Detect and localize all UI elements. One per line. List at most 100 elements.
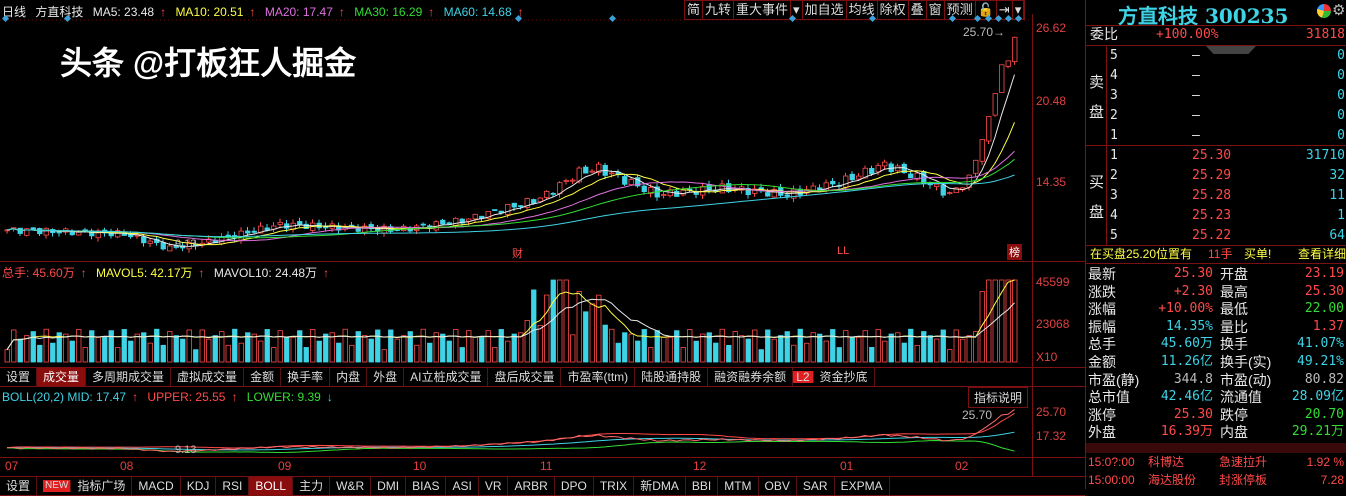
mavol10-line xyxy=(6,298,1015,350)
view-detail-link[interactable]: 查看详细 xyxy=(1298,247,1346,261)
collapse-chevron-icon[interactable] xyxy=(1206,46,1256,54)
event-mark-list[interactable]: 榜 xyxy=(1007,244,1022,260)
candle xyxy=(147,240,153,244)
indicator-tab[interactable]: VR xyxy=(479,477,509,495)
event-diamond-icon[interactable] xyxy=(948,14,957,23)
indicator-tab[interactable]: OBV xyxy=(759,477,797,495)
ma20-line xyxy=(6,150,1015,242)
indicator-explain-button[interactable]: 指标说明 xyxy=(968,387,1029,408)
volume-chart[interactable] xyxy=(0,262,1035,366)
volume-tab[interactable]: 虚拟成交量 xyxy=(171,368,245,386)
volume-tab[interactable]: 盘后成交量 xyxy=(488,368,562,386)
indicator-tab[interactable]: W&R xyxy=(330,477,372,495)
indicator-tab[interactable]: DPO xyxy=(555,477,594,495)
candle xyxy=(576,167,582,183)
ma20-value: MA20: 17.47 xyxy=(264,5,333,19)
event-mark[interactable]: LL xyxy=(837,245,850,257)
toolbar-button[interactable]: 除权 xyxy=(878,1,909,19)
volume: 64 xyxy=(1329,228,1345,243)
boll-chart[interactable] xyxy=(0,405,1035,457)
event-diamond-icon[interactable] xyxy=(1014,14,1023,23)
indicator-tab[interactable]: BOLL xyxy=(249,477,294,495)
indicator-tab[interactable]: MTM xyxy=(718,477,759,495)
toolbar-button[interactable]: 重大事件 xyxy=(734,1,792,19)
event-diamond-icon[interactable] xyxy=(63,14,72,23)
toolbar-button[interactable]: 预测 xyxy=(945,1,976,19)
indicator-tab[interactable]: DMI xyxy=(371,477,407,495)
pie-chart-icon[interactable] xyxy=(1317,4,1331,18)
indicator-tab[interactable]: NEW xyxy=(43,480,72,492)
alert-item[interactable]: 科博达 xyxy=(1148,455,1185,469)
alert-item[interactable]: 封涨停板 xyxy=(1219,473,1268,487)
toolbar-button[interactable]: 简 xyxy=(685,1,704,19)
indicator-tab[interactable]: 设置 xyxy=(0,477,38,495)
event-diamond-icon[interactable] xyxy=(788,14,797,23)
volume-tab[interactable]: 金额 xyxy=(244,368,282,386)
volume-tab[interactable]: 外盘 xyxy=(367,368,405,386)
candlestick-chart[interactable] xyxy=(0,14,1085,264)
toolbar-button[interactable]: 叠 xyxy=(909,1,927,19)
event-diamond-icon[interactable] xyxy=(984,14,993,23)
volume-tab[interactable]: 市盈率(ttm) xyxy=(561,368,636,386)
indicator-tab[interactable]: SAR xyxy=(797,477,835,495)
stat-label: 市盈(静) xyxy=(1088,371,1140,388)
volume-tab[interactable]: 内盘 xyxy=(330,368,368,386)
month-label: 01 xyxy=(840,459,854,473)
event-mark-finance[interactable]: 财 xyxy=(512,248,523,260)
volume-bar xyxy=(219,331,225,363)
toolbar-button[interactable]: 九转 xyxy=(703,1,735,19)
indicator-tab[interactable]: 新DMA xyxy=(634,477,686,495)
indicator-tab[interactable]: RSI xyxy=(216,477,250,495)
volume-bar xyxy=(310,329,316,363)
gear-icon[interactable]: ⚙ xyxy=(1332,2,1346,19)
toolbar-button[interactable]: 窗 xyxy=(927,1,945,19)
alert-item[interactable]: 15:0?:00 xyxy=(1088,455,1135,469)
order-book-row: 1 25.30 31710 xyxy=(1086,146,1346,166)
toolbar-button[interactable]: 🔓 xyxy=(976,1,997,19)
volume-bar xyxy=(1012,279,1018,363)
alert-item[interactable]: 海达股份 xyxy=(1148,473,1197,487)
toolbar-button[interactable]: 均线 xyxy=(847,1,878,19)
indicator-tab[interactable]: BIAS xyxy=(406,477,447,495)
volume: 0 xyxy=(1337,88,1345,103)
indicator-tab[interactable]: 主力 xyxy=(293,477,331,495)
volume-tab[interactable]: 设置 xyxy=(0,368,38,386)
candle xyxy=(537,197,543,203)
volume-tab[interactable]: 陆股通持股 xyxy=(635,368,709,386)
volume-tab[interactable]: 融资融券余额 xyxy=(708,368,794,386)
indicator-tab[interactable]: MACD xyxy=(132,477,181,495)
volume-tab[interactable]: 换手率 xyxy=(281,368,331,386)
candle xyxy=(466,218,472,222)
event-diamond-icon[interactable] xyxy=(1,14,10,23)
alert-item[interactable]: 7.28 xyxy=(1320,473,1344,487)
order-notice[interactable]: 在买盘25.20位置有 11手 买单! 查看详细 xyxy=(1086,245,1346,263)
event-diamond-icon[interactable] xyxy=(608,14,617,23)
indicator-tab[interactable]: EXPMA xyxy=(835,477,890,495)
indicator-tab[interactable]: TRIX xyxy=(594,477,635,495)
indicator-tab[interactable]: ARBR xyxy=(508,477,555,495)
event-diamond-icon[interactable] xyxy=(868,14,877,23)
alert-item[interactable]: 1.92 % xyxy=(1306,455,1344,469)
toolbar-button[interactable]: 加自选 xyxy=(803,1,847,19)
volume-tab[interactable]: 资金抄底 xyxy=(814,368,875,386)
volume-tab[interactable]: 成交量 xyxy=(37,368,87,386)
event-diamond-icon[interactable] xyxy=(973,14,982,23)
alert-item[interactable]: 15:00:00 xyxy=(1088,473,1135,487)
indicator-tab[interactable]: 指标广场 xyxy=(71,477,133,495)
toolbar-button[interactable]: ⇥ xyxy=(997,1,1013,19)
candle xyxy=(225,234,231,237)
indicator-tab[interactable]: ASI xyxy=(446,477,479,495)
volume-tab[interactable]: 多周期成交量 xyxy=(86,368,172,386)
indicator-tab[interactable]: KDJ xyxy=(181,477,217,495)
volume-bar xyxy=(797,328,803,363)
indicator-tab[interactable]: BBI xyxy=(686,477,719,495)
alert-item[interactable]: 急速拉升 xyxy=(1219,455,1268,469)
volume-tab[interactable]: L2 xyxy=(793,371,814,384)
toolbar-button[interactable]: ▾ xyxy=(791,1,803,19)
event-diamond-icon[interactable] xyxy=(994,14,1003,23)
volume-tab[interactable]: AI立桩成交量 xyxy=(404,368,489,386)
event-diamond-icon[interactable] xyxy=(1004,14,1013,23)
toolbar-button[interactable]: ▾ xyxy=(1013,1,1025,19)
event-diamond-icon[interactable] xyxy=(514,14,523,23)
level: 3 xyxy=(1110,188,1118,203)
